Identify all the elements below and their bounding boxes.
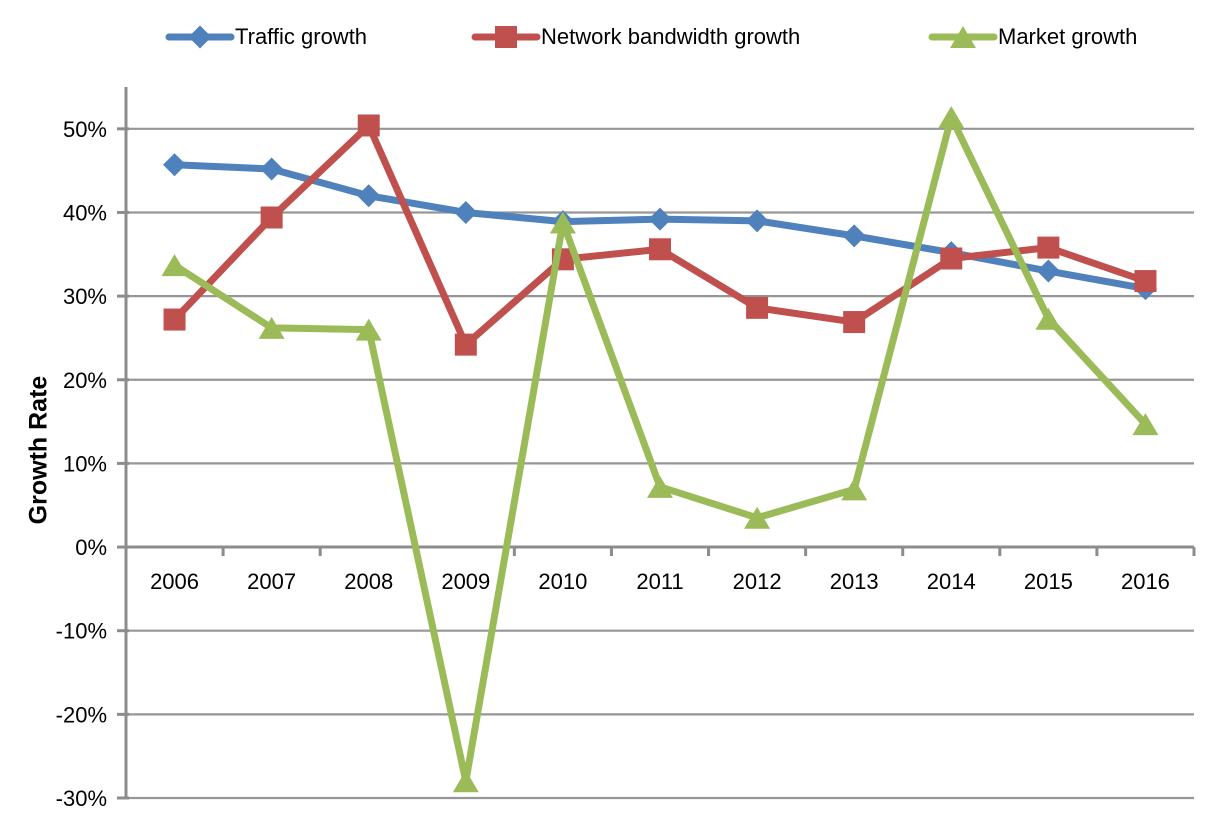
x-tick-label: 2006: [150, 569, 199, 594]
y-tick-label: 40%: [63, 200, 107, 225]
series-marker-traffic-growth: [260, 157, 284, 181]
series-marker-market-growth: [938, 106, 965, 129]
x-tick-label: 2009: [441, 569, 490, 594]
series-marker-network-bandwidth-growth: [649, 238, 671, 261]
legend-item-network-bandwidth-growth: Network bandwidth growth: [471, 22, 801, 52]
legend-marker-traffic-growth: [188, 25, 212, 49]
x-tick-label: 2012: [733, 569, 782, 594]
series-marker-market-growth: [161, 254, 188, 277]
x-tick-label: 2015: [1024, 569, 1073, 594]
series-marker-traffic-growth: [648, 207, 672, 231]
legend-item-market-growth: Market growth: [928, 22, 1138, 52]
y-tick-label: 10%: [63, 451, 107, 476]
y-tick-label: -30%: [56, 786, 107, 811]
y-tick-label: -10%: [56, 619, 107, 644]
series-marker-market-growth: [549, 211, 576, 234]
legend-marker-network-bandwidth-growth: [495, 26, 517, 48]
series-marker-market-growth: [1132, 413, 1159, 436]
series-marker-network-bandwidth-growth: [357, 114, 380, 137]
y-tick-label: 30%: [63, 284, 107, 309]
y-tick-label: 50%: [63, 117, 107, 142]
series-marker-traffic-growth: [745, 209, 769, 233]
series-marker-network-bandwidth-growth: [746, 296, 769, 319]
legend-marker-market-growth: [950, 26, 976, 48]
series-marker-network-bandwidth-growth: [454, 333, 477, 356]
legend-label-traffic-growth: Traffic growth: [235, 24, 368, 49]
series-marker-traffic-growth: [454, 200, 478, 224]
legend-key-traffic-growth: [165, 22, 235, 52]
y-tick-label: -20%: [56, 702, 107, 727]
y-tick-label: 20%: [63, 368, 107, 393]
x-tick-label: 2007: [247, 569, 296, 594]
series-line-network-bandwidth-growth: [171, 121, 1149, 349]
x-tick-label: 2010: [538, 569, 587, 594]
x-tick-label: 2008: [344, 569, 393, 594]
series-marker-traffic-growth: [163, 153, 187, 177]
series-marker-market-growth: [258, 316, 285, 339]
series-marker-network-bandwidth-growth: [260, 206, 283, 229]
series-marker-network-bandwidth-growth: [940, 247, 963, 270]
series-marker-traffic-growth: [842, 224, 866, 248]
series-marker-network-bandwidth-growth: [1134, 270, 1157, 293]
legend-key-market-growth: [928, 22, 998, 52]
x-tick-label: 2016: [1121, 569, 1170, 594]
series-marker-traffic-growth: [1036, 259, 1060, 283]
series-marker-market-growth: [647, 475, 673, 498]
series-marker-market-growth: [1035, 307, 1062, 330]
legend-key-icon: [471, 26, 541, 48]
legend-label-market-growth: Market growth: [998, 24, 1138, 49]
series-marker-market-growth: [744, 506, 771, 529]
series-marker-network-bandwidth-growth: [1037, 236, 1060, 259]
series-marker-network-bandwidth-growth: [163, 308, 186, 331]
legend-item-traffic-growth: Traffic growth: [165, 22, 368, 52]
x-tick-label: 2011: [636, 569, 683, 594]
legend-label-network-bandwidth-growth: Network bandwidth growth: [541, 24, 801, 49]
series-marker-market-growth: [355, 318, 382, 341]
legend: Traffic growth Network bandwidth growth …: [0, 0, 1213, 70]
series-marker-traffic-growth: [357, 184, 381, 208]
x-tick-label: 2013: [830, 569, 879, 594]
x-tick-label: 2014: [927, 569, 976, 594]
series-marker-network-bandwidth-growth: [843, 311, 866, 334]
legend-key-network-bandwidth-growth: [471, 22, 541, 52]
series-marker-market-growth: [841, 478, 868, 501]
legend-key-icon: [928, 26, 998, 48]
legend-key-icon: [165, 25, 235, 49]
series-marker-market-growth: [452, 770, 479, 793]
y-tick-label: 0%: [75, 535, 107, 560]
